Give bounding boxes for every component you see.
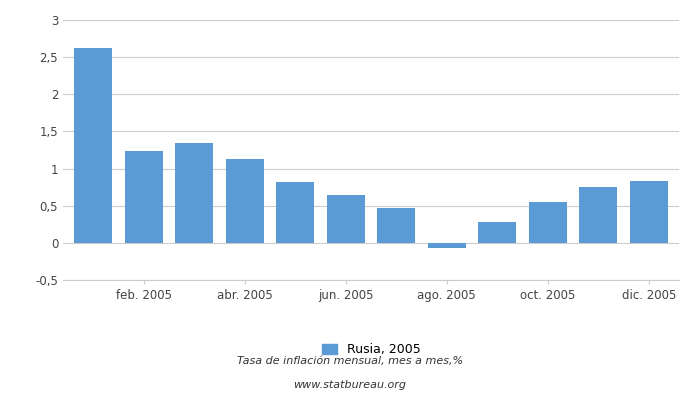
Bar bbox=[428, 243, 466, 248]
Bar bbox=[528, 202, 567, 243]
Bar bbox=[377, 208, 415, 243]
Bar bbox=[74, 48, 112, 243]
Bar bbox=[226, 159, 264, 243]
Bar bbox=[580, 187, 617, 243]
Bar bbox=[630, 181, 668, 243]
Legend: Rusia, 2005: Rusia, 2005 bbox=[321, 344, 421, 356]
Bar bbox=[327, 194, 365, 243]
Bar bbox=[478, 222, 516, 243]
Bar bbox=[175, 142, 214, 243]
Bar bbox=[125, 151, 162, 243]
Bar bbox=[276, 182, 314, 243]
Text: www.statbureau.org: www.statbureau.org bbox=[293, 380, 407, 390]
Text: Tasa de inflación mensual, mes a mes,%: Tasa de inflación mensual, mes a mes,% bbox=[237, 356, 463, 366]
